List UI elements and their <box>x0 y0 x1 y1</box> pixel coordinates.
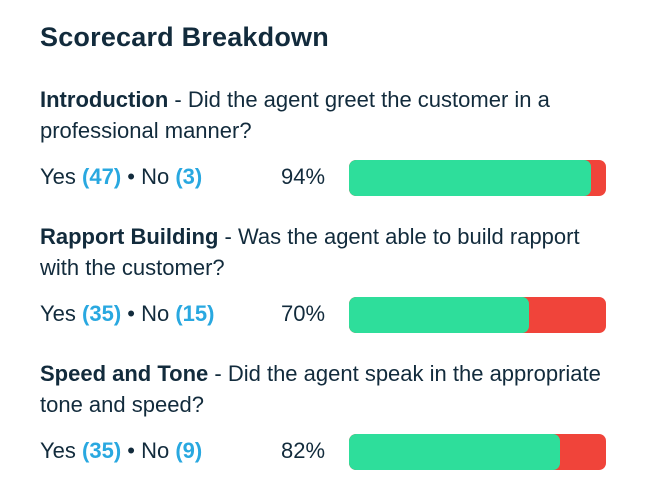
no-label: No <box>141 164 170 189</box>
score-bar-fill <box>349 434 560 470</box>
score-bar-fill <box>349 297 529 333</box>
result-row: Yes (35) • No (9) 82% <box>40 432 630 472</box>
counts: Yes (35) • No (15) <box>40 301 214 327</box>
counts: Yes (35) • No (9) <box>40 438 202 464</box>
no-label: No <box>141 438 170 463</box>
no-count: (9) <box>175 438 203 463</box>
yes-label: Yes <box>40 438 76 463</box>
separator: • <box>127 438 135 463</box>
question: Introduction - Did the agent greet the c… <box>40 84 620 146</box>
score-bar <box>349 434 606 470</box>
score-bar-fill <box>349 160 591 196</box>
no-count: (3) <box>175 164 203 189</box>
no-count: (15) <box>175 301 215 326</box>
yes-count: (47) <box>82 164 122 189</box>
scorecard-item: Speed and Tone - Did the agent speak in … <box>40 358 630 472</box>
no-label: No <box>141 301 170 326</box>
question-text: - Was the agent able to build rapport wi… <box>40 224 580 280</box>
question: Rapport Building - Was the agent able to… <box>40 221 620 283</box>
category-name: Speed and Tone <box>40 361 209 386</box>
percent: 70% <box>281 301 326 326</box>
scorecard-item: Rapport Building - Was the agent able to… <box>40 221 630 335</box>
score-bar <box>349 160 606 196</box>
separator: • <box>127 164 135 189</box>
yes-label: Yes <box>40 301 76 326</box>
yes-label: Yes <box>40 164 76 189</box>
question: Speed and Tone - Did the agent speak in … <box>40 358 620 420</box>
question-text: - Did the agent greet the customer in a … <box>40 87 550 143</box>
percent: 94% <box>281 164 326 189</box>
yes-count: (35) <box>82 301 122 326</box>
score-bar <box>349 297 606 333</box>
result-row: Yes (47) • No (3) 94% <box>40 158 630 198</box>
separator: • <box>127 301 135 326</box>
category-name: Introduction <box>40 87 169 112</box>
result-row: Yes (35) • No (15) 70% <box>40 295 630 335</box>
counts: Yes (47) • No (3) <box>40 164 202 190</box>
scorecard-item: Introduction - Did the agent greet the c… <box>40 84 630 198</box>
category-name: Rapport Building <box>40 224 219 249</box>
percent: 82% <box>281 438 326 463</box>
page-title: Scorecard Breakdown <box>40 22 329 52</box>
yes-count: (35) <box>82 438 122 463</box>
question-text: - Did the agent speak in the appropriate… <box>40 361 601 417</box>
